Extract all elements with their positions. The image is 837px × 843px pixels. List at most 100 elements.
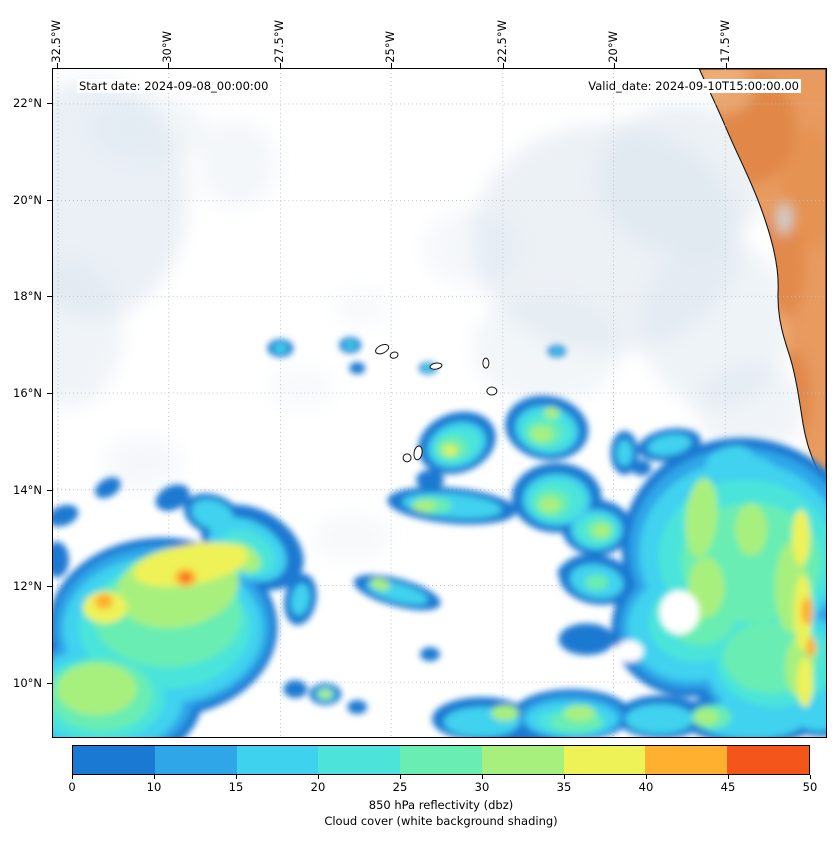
reflectivity-blob bbox=[444, 446, 455, 455]
reflectivity-blob bbox=[191, 499, 234, 530]
reflectivity-blob bbox=[530, 425, 553, 442]
cloud-shade bbox=[267, 366, 338, 410]
reflectivity-blob bbox=[347, 700, 368, 715]
island-outline bbox=[482, 357, 490, 369]
reflectivity-blob bbox=[318, 689, 333, 700]
reflectivity-blob bbox=[647, 434, 692, 456]
y-axis-tick-label: 14°N bbox=[13, 483, 42, 497]
reflectivity-blob bbox=[797, 657, 814, 708]
map-canvas bbox=[53, 69, 826, 737]
colorbar-segment bbox=[481, 746, 564, 774]
reflectivity-blob bbox=[133, 542, 248, 587]
colorbar-tick-mark bbox=[235, 775, 237, 779]
reflectivity-blob bbox=[412, 499, 437, 512]
x-axis-tick-mark bbox=[167, 63, 169, 68]
reflectivity-blob bbox=[291, 583, 310, 616]
longitude-axis: 32.5°W 30°W 27.5°W 25°W 22.5°W 20°W 17.5°W bbox=[49, 0, 827, 66]
reflectivity-blob bbox=[273, 343, 288, 354]
x-axis-tick-label: 25°W bbox=[383, 31, 397, 63]
reflectivity-blob bbox=[490, 705, 519, 722]
reflectivity-blob bbox=[801, 597, 814, 626]
colorbar-subtitle: Cloud cover (white background shading) bbox=[324, 814, 558, 828]
reflectivity-blob bbox=[538, 496, 561, 513]
reflectivity-blob bbox=[735, 503, 768, 556]
colorbar-tick-label: 0 bbox=[68, 780, 76, 794]
x-axis-tick-mark bbox=[613, 63, 615, 68]
reflectivity-blob bbox=[615, 640, 644, 663]
colorbar-segment bbox=[400, 746, 482, 774]
colorbar-tick-label: 30 bbox=[474, 780, 490, 794]
cloud-shade bbox=[696, 363, 807, 453]
reflectivity-blob bbox=[56, 663, 137, 716]
reflectivity-blob bbox=[349, 362, 366, 375]
y-axis-tick-mark bbox=[47, 682, 52, 684]
reflectivity-blob bbox=[551, 348, 562, 355]
reflectivity-blob bbox=[558, 623, 615, 656]
x-axis-tick-mark bbox=[56, 63, 58, 68]
x-axis-tick-label: 30°W bbox=[160, 31, 174, 63]
cloud-shade bbox=[596, 103, 767, 254]
colorbar-tick-mark bbox=[727, 775, 729, 779]
reflectivity-blob bbox=[543, 406, 560, 419]
colorbar-segment bbox=[727, 746, 810, 774]
y-axis-tick-label: 10°N bbox=[13, 676, 42, 690]
colorbar-tick-mark bbox=[481, 775, 483, 779]
island-outline bbox=[389, 351, 399, 359]
colorbar-tick-label: 15 bbox=[228, 780, 244, 794]
reflectivity-blob bbox=[283, 680, 308, 699]
x-axis-tick-label: 27.5°W bbox=[272, 20, 286, 63]
colorbar-segment bbox=[318, 746, 401, 774]
reflectivity-blob bbox=[563, 705, 596, 722]
y-axis-tick-label: 20°N bbox=[13, 193, 42, 207]
reflectivity-blob bbox=[625, 704, 694, 735]
y-axis-tick-mark bbox=[47, 585, 52, 587]
x-axis-tick-label: 32.5°W bbox=[49, 20, 63, 63]
reflectivity-blob bbox=[420, 647, 440, 662]
map-plot-area: Start date: 2024-09-08_00:00:00 Valid_da… bbox=[52, 68, 827, 738]
y-axis-tick-label: 16°N bbox=[13, 386, 42, 400]
colorbar-tick-mark bbox=[153, 775, 155, 779]
reflectivity-blob bbox=[631, 459, 652, 476]
reflectivity-blob bbox=[592, 523, 611, 538]
cloud-shade bbox=[312, 512, 393, 563]
x-axis-tick-label: 22.5°W bbox=[495, 20, 509, 63]
reflectivity-blob bbox=[584, 574, 609, 591]
reflectivity-blob bbox=[180, 573, 191, 582]
cloud-shade bbox=[102, 434, 183, 491]
cloud-shade bbox=[332, 288, 393, 329]
reflectivity-blob bbox=[53, 541, 69, 578]
latitude-axis: 22°N 20°N 18°N 16°N 14°N 12°N 10°N bbox=[0, 68, 47, 738]
y-axis-tick-mark bbox=[47, 489, 52, 491]
coastline bbox=[698, 69, 826, 485]
reflectivity-blob bbox=[155, 484, 190, 511]
colorbar-tick-mark bbox=[809, 775, 811, 779]
reflectivity-blob bbox=[344, 341, 357, 350]
cloud-shade-layer bbox=[53, 79, 807, 563]
y-axis-tick-mark bbox=[47, 102, 52, 104]
reflectivity-blob bbox=[616, 439, 633, 466]
cloud-shade bbox=[197, 118, 278, 209]
valid-date-annotation: Valid_date: 2024-09-10T15:00:00.00 bbox=[586, 79, 801, 93]
x-axis-tick-label: 20°W bbox=[606, 31, 620, 63]
colorbar-tick-mark bbox=[399, 775, 401, 779]
colorbar bbox=[72, 745, 810, 775]
y-axis-tick-label: 18°N bbox=[13, 289, 42, 303]
land-texture bbox=[781, 128, 826, 249]
colorbar-title: 850 hPa reflectivity (dbz) bbox=[368, 798, 514, 812]
colorbar-tick-label: 40 bbox=[638, 780, 654, 794]
cloud-shade bbox=[422, 208, 522, 289]
islands-layer bbox=[375, 343, 498, 463]
cloud-shade bbox=[471, 293, 622, 403]
colorbar-segment bbox=[73, 746, 155, 774]
x-axis-tick-mark bbox=[725, 63, 727, 68]
x-axis-tick-mark bbox=[390, 63, 392, 68]
y-axis-tick-mark bbox=[47, 295, 52, 297]
colorbar-tick-label: 25 bbox=[392, 780, 408, 794]
y-axis-tick-label: 22°N bbox=[13, 96, 42, 110]
reflectivity-blob bbox=[806, 637, 817, 658]
reflectivity-blob bbox=[370, 578, 390, 591]
colorbar-tick-mark bbox=[563, 775, 565, 779]
reflectivity-blob bbox=[94, 477, 121, 499]
reflectivity-blob bbox=[694, 709, 719, 726]
island-outline bbox=[486, 386, 498, 396]
